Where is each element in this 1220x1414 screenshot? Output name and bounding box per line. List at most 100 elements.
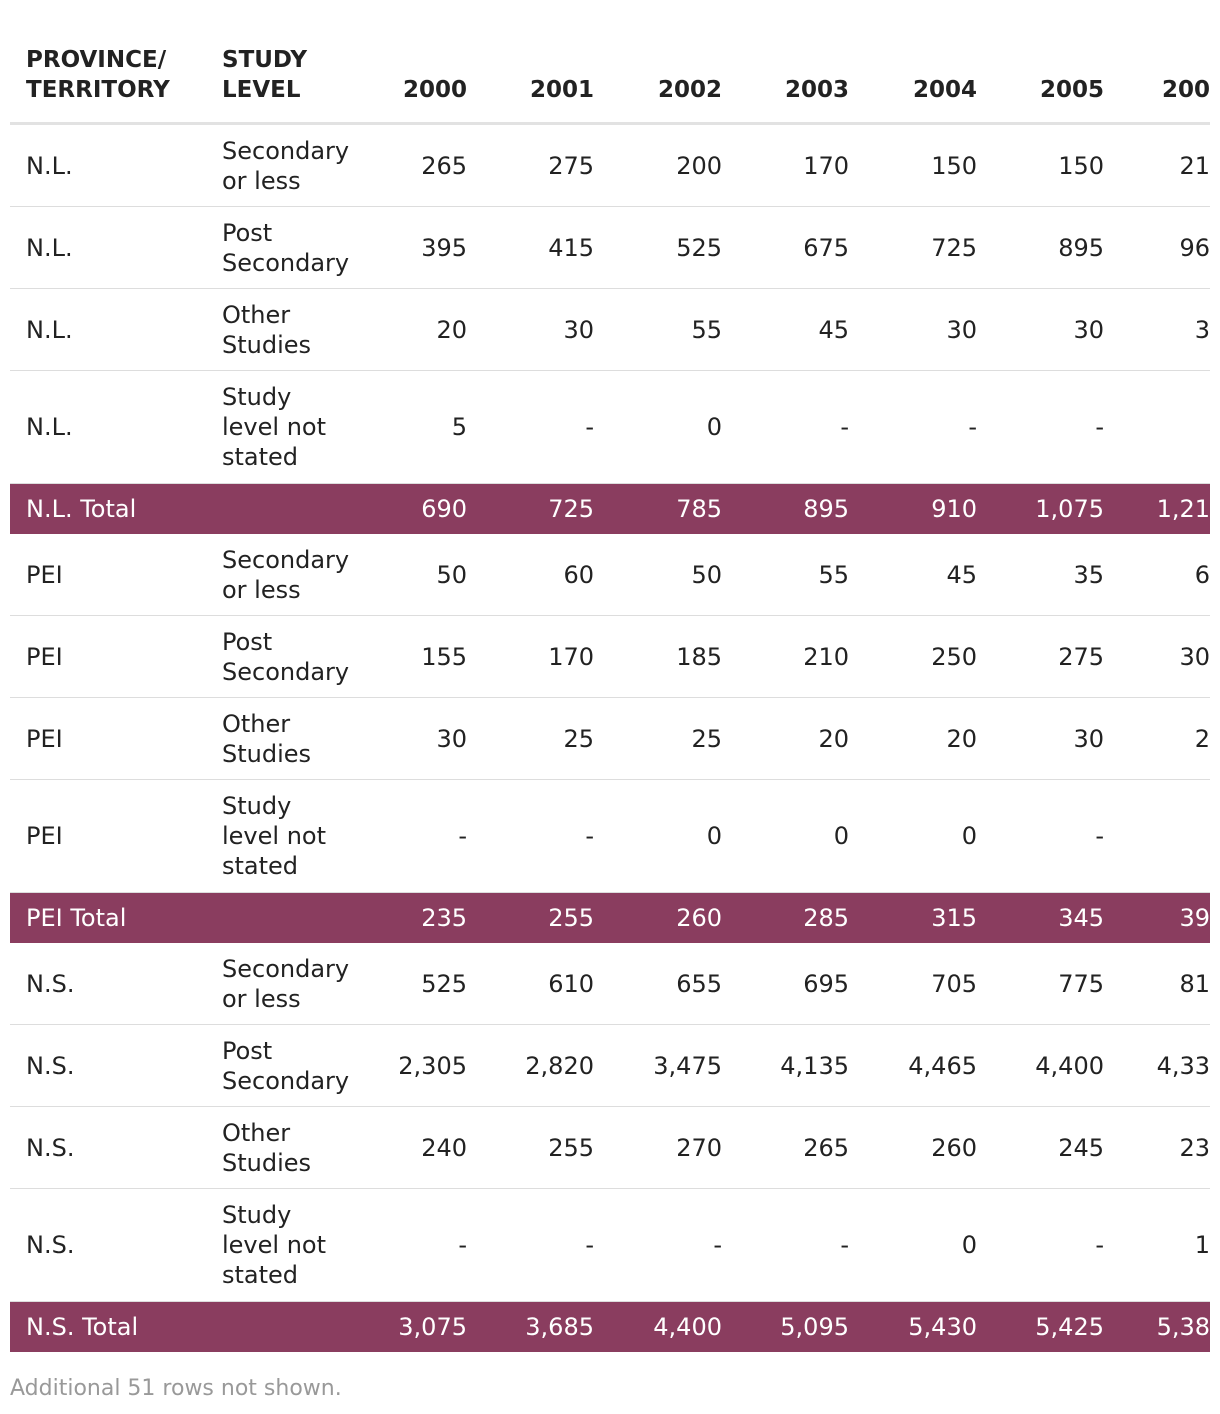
value-cell: 96: [1179, 233, 1210, 262]
value-cell: 170: [803, 151, 849, 180]
value-cell: -: [1095, 1231, 1104, 1259]
header-cell: 2000: [402, 77, 467, 103]
value-cell: 525: [676, 233, 722, 262]
value-cell: 2,305: [398, 1051, 467, 1080]
table-footer: Additional 51 rows not shown.: [10, 1376, 342, 1401]
province-cell: N.S.: [26, 969, 75, 998]
value-cell: 35: [1073, 560, 1104, 589]
header-cell: 2001: [529, 77, 594, 103]
total-row: N.L. Total 690 725 785 895 910 1,075 1,21: [10, 484, 1210, 534]
header-cell: 2004: [912, 77, 977, 103]
value-cell: 895: [1058, 233, 1104, 262]
study-level-cell: Secondary or less: [222, 954, 350, 1013]
data-row: N.L. Other Studies 20 30 55 45 30 30 3: [10, 289, 1210, 371]
value-cell: 4,400: [1035, 1051, 1104, 1080]
value-cell: 20: [946, 724, 977, 753]
study-level-cell: Study level not stated: [222, 792, 327, 880]
data-row: PEI Other Studies 30 25 25 20 20 30 2: [10, 698, 1210, 780]
province-cell: PEI: [26, 560, 63, 589]
value-cell: -: [585, 413, 594, 441]
value-cell: 4,400: [653, 1313, 722, 1341]
province-cell: PEI: [26, 822, 63, 850]
value-cell: 1: [1194, 1231, 1210, 1259]
value-cell: -: [1095, 822, 1104, 850]
value-cell: 6: [1194, 560, 1210, 589]
study-level-cell: Other Studies: [222, 1118, 312, 1177]
value-cell: 785: [676, 495, 722, 523]
value-cell: 250: [931, 642, 977, 671]
data-table: PROVINCE/ TERRITORY STUDY LEVEL 2000 2001 20…: [10, 0, 1210, 1360]
data-row: PEI Study level not stated - - 0 0 0 -: [10, 780, 1210, 893]
value-cell: 285: [803, 904, 849, 932]
value-cell: 23: [1179, 1133, 1210, 1162]
value-cell: 695: [803, 969, 849, 998]
study-level-cell: Study level not stated: [222, 383, 327, 471]
value-cell: 39: [1179, 904, 1210, 932]
data-row: N.L. Post Secondary 395 415 525 675 725 895 96: [10, 207, 1210, 289]
value-cell: 2: [1194, 724, 1210, 753]
value-cell: 155: [421, 642, 467, 671]
data-row: N.S. Study level not stated - - - - 0 - 1: [10, 1189, 1210, 1302]
value-cell: 5,095: [780, 1313, 849, 1341]
value-cell: 235: [421, 904, 467, 932]
value-cell: 775: [1058, 969, 1104, 998]
value-cell: 25: [563, 724, 594, 753]
value-cell: 270: [676, 1133, 722, 1162]
data-row: N.S. Secondary or less 525 610 655 695 705 775 8…: [10, 943, 1210, 1025]
data-row: PEI Post Secondary 155 170 185 210 250 275 30: [10, 616, 1210, 698]
value-cell: 30: [1179, 642, 1210, 671]
header-cell: 2005: [1039, 77, 1104, 103]
province-cell: N.S.: [26, 1051, 75, 1080]
study-level-cell: Post Secondary: [222, 627, 350, 686]
value-cell: 260: [931, 1133, 977, 1162]
value-cell: 45: [818, 315, 849, 344]
value-cell: 725: [931, 233, 977, 262]
value-cell: 0: [706, 822, 722, 850]
value-cell: 150: [1058, 151, 1104, 180]
value-cell: 0: [961, 1231, 977, 1259]
value-cell: 30: [1073, 724, 1104, 753]
study-level-cell: Secondary or less: [222, 545, 350, 604]
value-cell: 4,33: [1156, 1051, 1210, 1080]
value-cell: 275: [1058, 642, 1104, 671]
header-cell: 2002: [657, 77, 722, 103]
data-row: N.S. Other Studies 240 255 270 265 260 245 23: [10, 1107, 1210, 1189]
value-cell: 655: [676, 969, 722, 998]
value-cell: 265: [421, 151, 467, 180]
data-row: N.L. Secondary or less 265 275 200 170 150 150 2…: [10, 125, 1210, 207]
study-level-cell: Other Studies: [222, 300, 312, 359]
value-cell: 415: [548, 233, 594, 262]
value-cell: 30: [563, 315, 594, 344]
value-cell: 525: [421, 969, 467, 998]
value-cell: 5,38: [1156, 1313, 1210, 1341]
province-cell: N.L.: [26, 315, 73, 344]
value-cell: 4,135: [780, 1051, 849, 1080]
value-cell: -: [458, 1231, 467, 1259]
value-cell: 675: [803, 233, 849, 262]
data-row: N.L. Study level not stated 5 - 0 - - -: [10, 371, 1210, 484]
value-cell: -: [713, 1231, 722, 1259]
value-cell: 705: [931, 969, 977, 998]
value-cell: 21: [1179, 151, 1210, 180]
value-cell: 260: [676, 904, 722, 932]
province-cell: N.S.: [26, 1133, 75, 1162]
value-cell: 5: [451, 413, 467, 441]
value-cell: 0: [833, 822, 849, 850]
study-level-cell: Study level not stated: [222, 1201, 327, 1289]
value-cell: 265: [803, 1133, 849, 1162]
value-cell: -: [840, 413, 849, 441]
study-level-cell: Secondary or less: [222, 136, 350, 195]
value-cell: 185: [676, 642, 722, 671]
value-cell: 3,475: [653, 1051, 722, 1080]
value-cell: 150: [931, 151, 977, 180]
province-cell: N.S.: [26, 1231, 75, 1259]
value-cell: 30: [1073, 315, 1104, 344]
value-cell: 255: [548, 904, 594, 932]
value-cell: 55: [691, 315, 722, 344]
study-level-cell: Post Secondary: [222, 218, 350, 277]
value-cell: 395: [421, 233, 467, 262]
value-cell: 0: [961, 822, 977, 850]
value-cell: 910: [931, 495, 977, 523]
value-cell: 245: [1058, 1133, 1104, 1162]
